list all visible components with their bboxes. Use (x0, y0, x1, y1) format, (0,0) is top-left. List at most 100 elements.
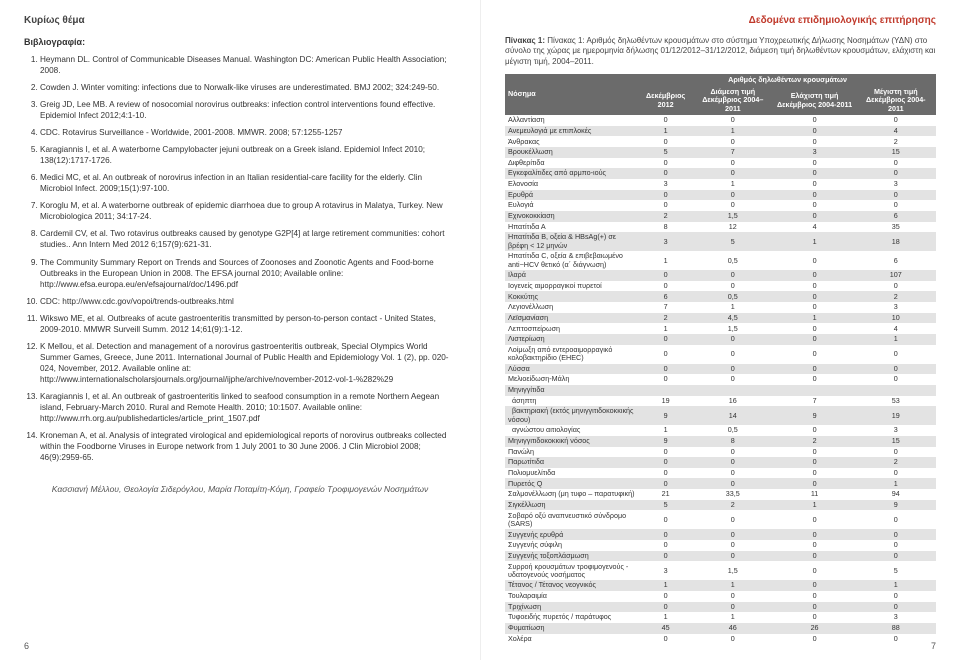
value-cell: 94 (856, 489, 936, 500)
disease-cell: Ερυθρά (505, 190, 639, 201)
value-cell: 0 (692, 345, 773, 364)
value-cell (856, 385, 936, 396)
value-cell: 0 (692, 190, 773, 201)
value-cell: 8 (692, 436, 773, 447)
value-cell: 0 (774, 364, 856, 375)
reference-item: Wikswo ME, et al. Outbreaks of acute gas… (40, 313, 456, 335)
table-row: Μηνιγγίτιδα (505, 385, 936, 396)
reference-item: CDC: http://www.cdc.gov/vopoi/trends-out… (40, 296, 456, 307)
value-cell: 15 (856, 147, 936, 158)
value-cell: 0 (639, 529, 692, 540)
value-cell: 0 (774, 540, 856, 551)
disease-cell: αγνώστου αιτιολογίας (505, 425, 639, 436)
reference-item: Medici MC, et al. An outbreak of norovir… (40, 172, 456, 194)
value-cell: 1 (856, 478, 936, 489)
disease-cell: Εγκεφαλίτιδες από αρμπο-ιούς (505, 168, 639, 179)
value-cell: 45 (639, 623, 692, 634)
disease-cell: Πυρετός Q (505, 478, 639, 489)
disease-cell: Κοκκύτης (505, 291, 639, 302)
value-cell: 0 (692, 115, 773, 126)
disease-cell: Πανώλη (505, 447, 639, 458)
value-cell: 1 (639, 612, 692, 623)
table-row: άσηπτη1916753 (505, 396, 936, 407)
table-row: Συρροή κρουσμάτων τροφιμογενούς - υδατογ… (505, 561, 936, 580)
value-cell: 2 (856, 136, 936, 147)
value-cell: 1 (692, 302, 773, 313)
value-cell: 1 (639, 580, 692, 591)
disease-cell: Ευλογιά (505, 200, 639, 211)
value-cell: 3 (639, 179, 692, 190)
disease-cell: Ανεμευλογιά με επιπλοκές (505, 126, 639, 137)
epi-table: Νόσημα Αριθμός δηλωθέντων κρουσμάτων Δεκ… (505, 74, 936, 644)
reference-item: Koroglu M, et al. A waterborne outbreak … (40, 200, 456, 222)
value-cell: 0 (774, 447, 856, 458)
table-row: Τέτανος / Τέτανος νεογνικός1101 (505, 580, 936, 591)
value-cell: 3 (774, 147, 856, 158)
table-row: Τουλαραιμία0000 (505, 591, 936, 602)
value-cell: 21 (639, 489, 692, 500)
disease-cell: Τέτανος / Τέτανος νεογνικός (505, 580, 639, 591)
value-cell: 9 (639, 406, 692, 425)
reference-item: Greig JD, Lee MB. A review of nosocomial… (40, 99, 456, 121)
value-cell: 0 (639, 270, 692, 281)
value-cell: 2 (856, 291, 936, 302)
table-row: Σοβαρό οξύ αναπνευστικό σύνδρομο (SARS) 0… (505, 510, 936, 529)
value-cell: 0 (774, 168, 856, 179)
value-cell: 0 (692, 281, 773, 292)
value-cell: 0,5 (692, 251, 773, 270)
value-cell: 12 (692, 222, 773, 233)
table-body: Αλλαντίαση0000Ανεμευλογιά με επιπλοκές11… (505, 115, 936, 644)
value-cell: 0 (856, 510, 936, 529)
value-cell: 33,5 (692, 489, 773, 500)
value-cell: 10 (856, 313, 936, 324)
disease-cell: Χολέρα (505, 634, 639, 645)
table-row: αγνώστου αιτιολογίας10,503 (505, 425, 936, 436)
value-cell: 7 (692, 147, 773, 158)
value-cell: 0 (692, 136, 773, 147)
value-cell: 0 (774, 158, 856, 169)
value-cell: 1 (639, 323, 692, 334)
value-cell: 0 (856, 529, 936, 540)
value-cell: 0 (639, 447, 692, 458)
value-cell: 88 (856, 623, 936, 634)
disease-cell: Λοίμωξη από εντεροαιμορραγικό κολοβακτηρ… (505, 345, 639, 364)
th-sub-1: Διάμεση τιμή Δεκέμβριος 2004–2011 (692, 86, 773, 115)
disease-cell: Σοβαρό οξύ αναπνευστικό σύνδρομο (SARS) (505, 510, 639, 529)
value-cell: 0 (856, 190, 936, 201)
table-row: Λοίμωξη από εντεροαιμορραγικό κολοβακτηρ… (505, 345, 936, 364)
value-cell: 14 (692, 406, 773, 425)
value-cell: 16 (692, 396, 773, 407)
value-cell: 107 (856, 270, 936, 281)
reference-item: Kroneman A, et al. Analysis of integrate… (40, 430, 456, 463)
value-cell: 0 (692, 200, 773, 211)
value-cell: 0 (692, 374, 773, 385)
value-cell: 0 (856, 468, 936, 479)
value-cell: 3 (639, 232, 692, 251)
disease-cell: βακτηριακή (εκτός μηνιγγιτιδοκοκκικής νό… (505, 406, 639, 425)
value-cell: 0 (774, 374, 856, 385)
value-cell: 6 (639, 291, 692, 302)
value-cell: 0 (856, 540, 936, 551)
value-cell: 0 (639, 158, 692, 169)
reference-item: Heymann DL. Control of Communicable Dise… (40, 54, 456, 76)
reference-item: Karagiannis I, et al. An outbreak of gas… (40, 391, 456, 424)
disease-cell: Ιογενείς αιμορραγικοί πυρετοί (505, 281, 639, 292)
value-cell: 5 (639, 500, 692, 511)
value-cell: 1 (692, 580, 773, 591)
value-cell: 0 (639, 602, 692, 613)
value-cell: 7 (639, 302, 692, 313)
disease-cell: Διφθερίτιδα (505, 158, 639, 169)
table-row: Τριχίνωση0000 (505, 602, 936, 613)
value-cell: 0 (774, 425, 856, 436)
value-cell: 0 (692, 158, 773, 169)
value-cell: 4 (856, 126, 936, 137)
value-cell: 0 (774, 179, 856, 190)
authors-line: Κασσιανή Μέλλου, Θεολογία Σιδερόγλου, Μα… (24, 484, 456, 495)
value-cell: 6 (856, 211, 936, 222)
value-cell: 0 (692, 591, 773, 602)
table-row: Συγγενής ερυθρά0000 (505, 529, 936, 540)
table-row: Λύσσα0000 (505, 364, 936, 375)
value-cell: 0 (774, 602, 856, 613)
table-row: Ανεμευλογιά με επιπλοκές1104 (505, 126, 936, 137)
value-cell: 18 (856, 232, 936, 251)
